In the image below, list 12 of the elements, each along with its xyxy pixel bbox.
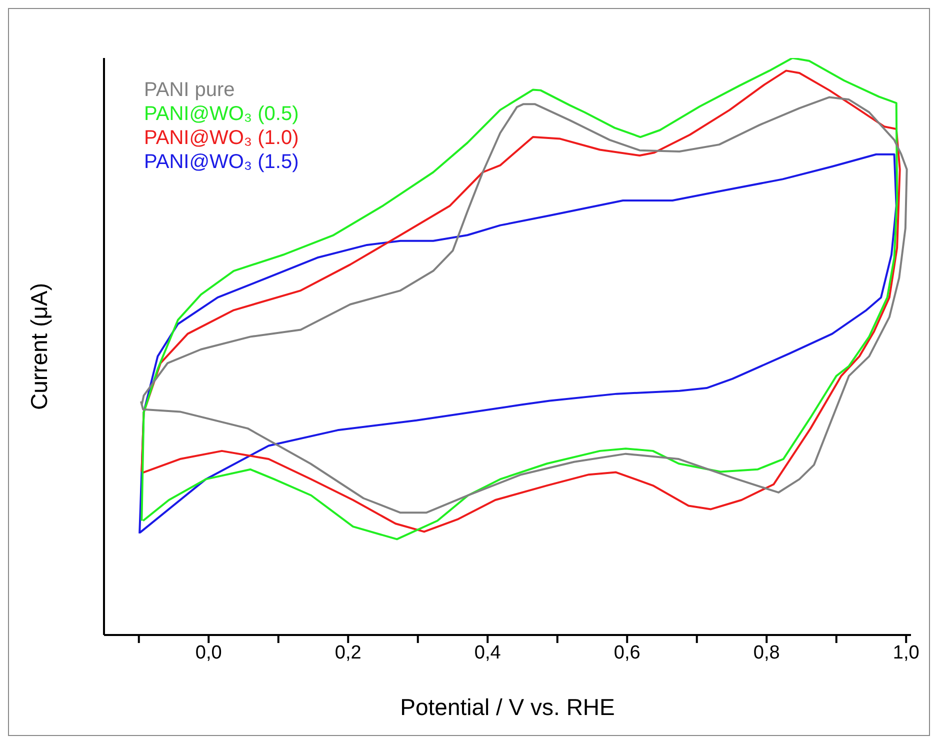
y-axis-title: Current (μA) — [26, 283, 52, 410]
x-tick-label: 0,4 — [474, 642, 502, 664]
text: PANI@WO₃ (0.5) — [144, 102, 299, 126]
text: PANI@WO₃ (1.0) — [144, 126, 299, 150]
x-tick-label: 0,6 — [614, 642, 640, 664]
x-tick-label: 0,2 — [334, 642, 362, 664]
x-tick-label: 0,8 — [753, 642, 780, 664]
x-axis-title: Potential / V vs. RHE — [400, 694, 615, 720]
x-tick-label: 0,0 — [195, 642, 222, 664]
x-tick-label: 1,0 — [892, 642, 920, 664]
text: PANI@WO₃ (1.5) — [144, 150, 299, 174]
text: PANI pure — [144, 78, 236, 102]
